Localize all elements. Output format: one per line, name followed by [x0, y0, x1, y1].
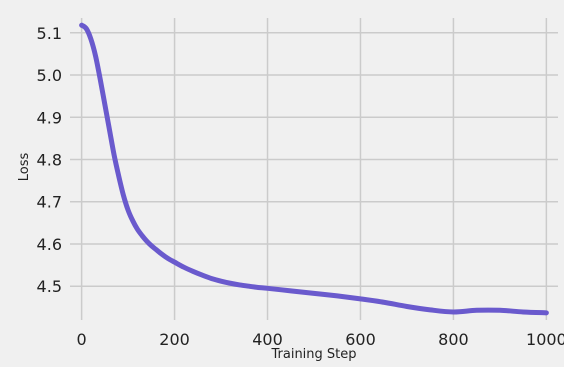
- x-tick-label: 600: [345, 330, 376, 349]
- y-tick-label: 4.7: [37, 193, 62, 212]
- y-tick-label: 5.0: [37, 66, 62, 85]
- y-axis-label: Loss: [17, 153, 32, 182]
- series-group: [79, 22, 549, 316]
- y-tick-label: 4.6: [37, 235, 62, 254]
- loss-series-line: [79, 22, 549, 316]
- x-axis-label: Training Step: [270, 347, 356, 362]
- x-tick-label: 200: [159, 330, 190, 349]
- y-tick-label: 5.1: [37, 24, 62, 43]
- x-tick-labels: 0 200 400 600 800 1000: [77, 330, 564, 349]
- y-tick-labels: 4.5 4.6 4.7 4.8 4.9 5.0 5.1: [37, 24, 62, 296]
- y-tick-label: 4.8: [37, 151, 62, 170]
- x-tick-label: 0: [77, 330, 87, 349]
- y-gridlines: [70, 32, 558, 287]
- x-tick-label: 1000: [526, 330, 564, 349]
- x-gridlines: [80, 18, 548, 320]
- x-tick-label: 800: [438, 330, 469, 349]
- y-tick-label: 4.5: [37, 277, 62, 296]
- x-tick-label: 400: [252, 330, 283, 349]
- y-tick-label: 4.9: [37, 108, 62, 127]
